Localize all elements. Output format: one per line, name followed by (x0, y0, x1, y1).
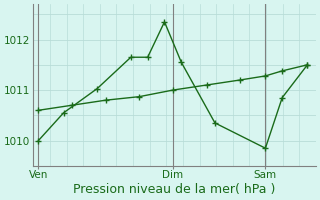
X-axis label: Pression niveau de la mer( hPa ): Pression niveau de la mer( hPa ) (73, 183, 276, 196)
